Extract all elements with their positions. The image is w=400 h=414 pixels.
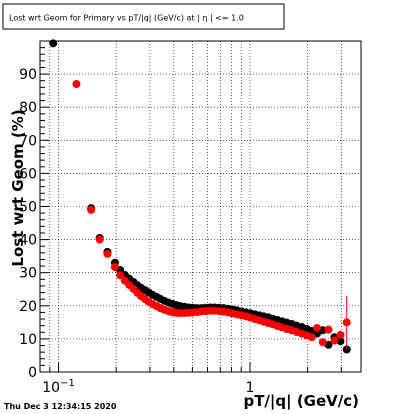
marker-red: [318, 338, 327, 347]
y-tick-label: 10: [19, 332, 37, 348]
y-tick-label: 90: [19, 67, 37, 83]
y-tick-label: 40: [19, 233, 37, 249]
y-tick-label: 0: [28, 365, 37, 381]
marker-red: [87, 205, 96, 214]
marker-black: [342, 345, 351, 354]
marker-red: [95, 235, 104, 244]
axis-ticks: [39, 40, 342, 373]
marker-red: [116, 271, 125, 280]
marker-black: [336, 337, 345, 346]
marker-red: [330, 336, 339, 345]
y-tick-label: 80: [19, 100, 37, 116]
y-tick-label: 60: [19, 166, 37, 182]
title-box: [2, 3, 285, 30]
timestamp-label: Thu Dec 3 12:34:15 2020: [4, 402, 117, 411]
marker-black: [49, 39, 58, 48]
x-axis-label: pT/|q| (GeV/c): [243, 392, 359, 411]
x-tick-label: 10−1: [42, 378, 75, 396]
marker-red: [110, 263, 119, 272]
marker-red: [324, 325, 333, 334]
y-tick-label: 30: [19, 266, 37, 282]
marker-red: [313, 323, 322, 332]
marker-red: [307, 333, 316, 342]
marker-red: [342, 318, 351, 327]
y-tick-label: 70: [19, 133, 37, 149]
marker-red: [103, 249, 112, 258]
x-tick-label: 1: [246, 380, 255, 396]
data-markers: [49, 39, 351, 354]
y-tick-label: 20: [19, 299, 37, 315]
chart-title: Lost wrt Geom for Primary vs pT/|q| (GeV…: [9, 14, 244, 23]
y-tick-label: 50: [19, 200, 37, 216]
marker-red: [336, 330, 345, 339]
y-axis-label: Lost wrt Geom (%): [9, 109, 27, 266]
marker-red: [72, 80, 81, 89]
